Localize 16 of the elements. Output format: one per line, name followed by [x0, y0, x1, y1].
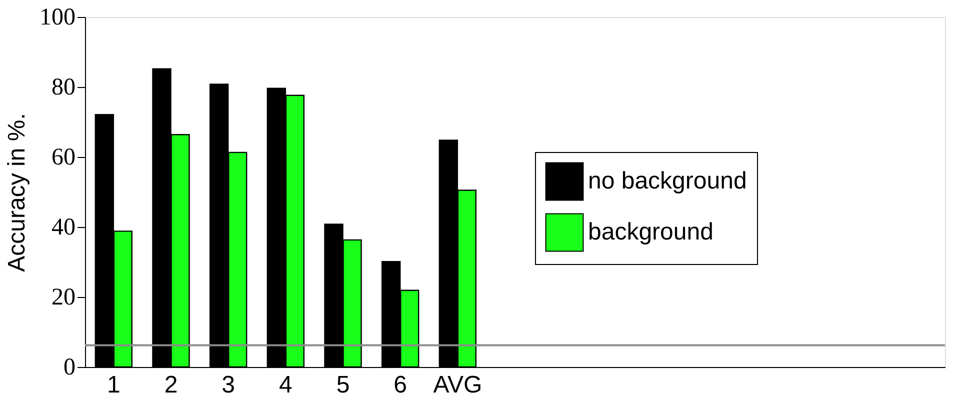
x-tick-label: 2 [164, 372, 178, 398]
legend-label: no background [588, 168, 747, 194]
x-tick-label: AVG [433, 372, 482, 398]
x-tick-label: 1 [106, 372, 120, 398]
x-tick-label: 4 [278, 372, 292, 398]
y-axis-title: Accuracy in %. [4, 113, 30, 272]
x-tick-label: 5 [336, 372, 350, 398]
y-tick-label: 0 [64, 354, 76, 380]
y-tick-label: 40 [52, 214, 76, 240]
y-tick-label: 60 [52, 144, 76, 170]
x-tick-label: 6 [394, 372, 408, 398]
y-tick-label: 100 [40, 4, 76, 30]
y-tick-label: 20 [52, 284, 76, 310]
legend-label: background [588, 218, 714, 246]
y-tick-label: 80 [52, 74, 76, 100]
x-tick-label: 3 [222, 372, 236, 398]
